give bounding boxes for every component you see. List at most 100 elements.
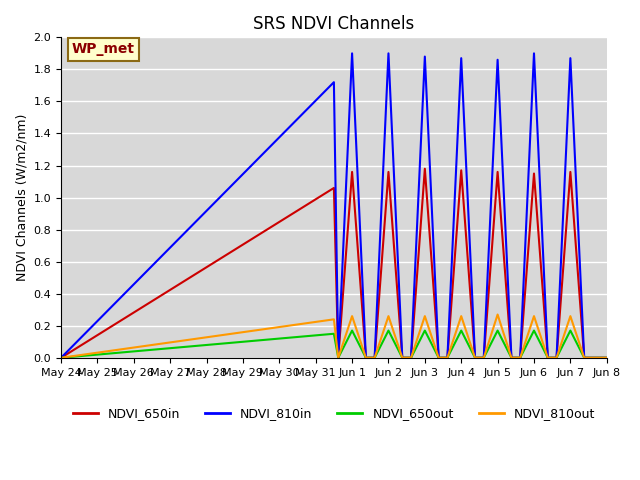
NDVI_810out [371,355,378,360]
NDVI_650in [362,355,370,360]
NDVI_810out [530,313,538,319]
NDVI_810out [362,355,370,360]
NDVI_650in [544,355,552,360]
NDVI_810in [458,55,465,61]
NDVI_810out [544,355,552,360]
NDVI_650in [544,355,552,360]
NDVI_810out [444,355,451,360]
NDVI_810out [580,355,588,360]
NDVI_810out [516,355,524,360]
NDVI_650in [435,355,442,360]
NDVI_650out [508,355,515,360]
NDVI_650out [371,355,378,360]
NDVI_810out [399,355,406,360]
NDVI_650in [330,185,338,191]
NDVI_810out [362,355,370,360]
NDVI_810out [508,355,515,360]
NDVI_810in [444,355,451,360]
NDVI_810in [399,355,406,360]
NDVI_650in [471,355,479,360]
NDVI_650out [435,355,442,360]
NDVI_650out [553,355,561,360]
NDVI_650out [335,355,342,360]
NDVI_810in [335,355,342,360]
NDVI_810out [444,355,451,360]
NDVI_810out [348,313,356,319]
NDVI_810out [458,313,465,319]
NDVI_810in [516,355,524,360]
NDVI_650in [407,355,415,360]
NDVI_650in [516,355,524,360]
NDVI_810in [480,355,488,360]
NDVI_650out [421,328,429,334]
NDVI_810in [580,355,588,360]
NDVI_650out [444,355,451,360]
NDVI_810in [362,355,370,360]
NDVI_810in [385,50,392,56]
NDVI_810out [516,355,524,360]
NDVI_650out [516,355,524,360]
Line: NDVI_650out: NDVI_650out [61,331,607,358]
NDVI_650out [603,355,611,360]
NDVI_650out [471,355,479,360]
NDVI_650in [399,355,406,360]
NDVI_650in [458,168,465,173]
NDVI_650in [348,169,356,175]
NDVI_650out [471,355,479,360]
NDVI_650out [508,355,515,360]
NDVI_810in [399,355,406,360]
NDVI_650in [407,355,415,360]
NDVI_650out [494,328,502,334]
NDVI_650out [544,355,552,360]
NDVI_650in [335,355,342,360]
NDVI_810in [407,355,415,360]
NDVI_650in [566,169,574,175]
NDVI_810in [57,355,65,360]
NDVI_810out [471,355,479,360]
NDVI_650out [480,355,488,360]
NDVI_810out [371,355,378,360]
NDVI_650out [530,328,538,334]
NDVI_810out [603,355,611,360]
NDVI_650in [553,355,561,360]
NDVI_650out [407,355,415,360]
NDVI_810out [508,355,515,360]
NDVI_810out [335,355,342,360]
NDVI_650in [480,355,488,360]
Line: NDVI_810out: NDVI_810out [61,314,607,358]
NDVI_650out [444,355,451,360]
NDVI_650out [362,355,370,360]
NDVI_650in [362,355,370,360]
NDVI_650out [407,355,415,360]
Line: NDVI_650in: NDVI_650in [61,169,607,358]
NDVI_810out [407,355,415,360]
NDVI_650in [553,355,561,360]
NDVI_810out [471,355,479,360]
Legend: NDVI_650in, NDVI_810in, NDVI_650out, NDVI_810out: NDVI_650in, NDVI_810in, NDVI_650out, NDV… [68,403,600,425]
NDVI_810in [508,355,515,360]
NDVI_650in [530,171,538,177]
NDVI_650in [580,355,588,360]
NDVI_650in [421,166,429,172]
NDVI_810in [603,355,611,360]
NDVI_650in [385,169,392,175]
NDVI_810in [544,355,552,360]
NDVI_810out [335,355,342,360]
NDVI_810out [407,355,415,360]
NDVI_810in [566,55,574,61]
NDVI_810in [530,50,538,56]
NDVI_650in [516,355,524,360]
NDVI_650out [544,355,552,360]
NDVI_650in [508,355,515,360]
NDVI_650out [435,355,442,360]
NDVI_650out [399,355,406,360]
NDVI_810in [435,355,442,360]
NDVI_650out [371,355,378,360]
NDVI_810in [553,355,561,360]
NDVI_650out [57,355,65,360]
NDVI_650in [435,355,442,360]
NDVI_810in [508,355,515,360]
Title: SRS NDVI Channels: SRS NDVI Channels [253,15,415,33]
NDVI_650in [471,355,479,360]
NDVI_810in [435,355,442,360]
